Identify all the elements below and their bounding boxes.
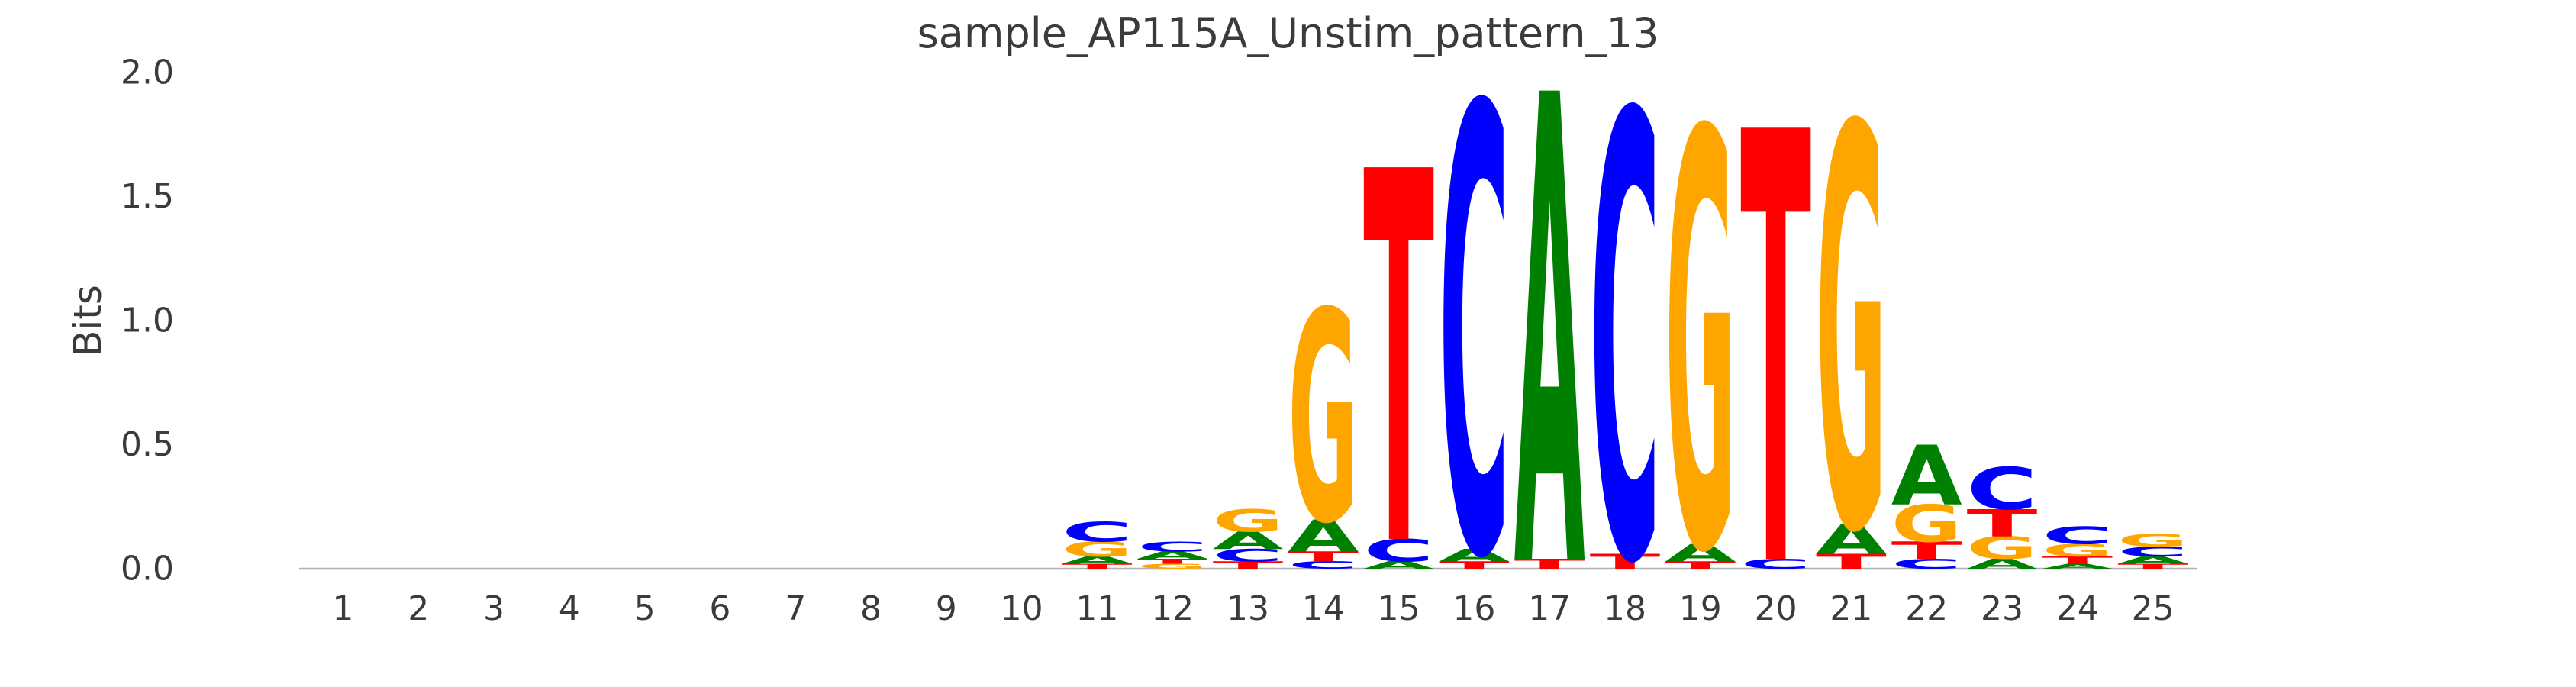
logo-letter-T: T bbox=[2042, 554, 2113, 566]
x-tick-label: 21 bbox=[1830, 589, 1872, 628]
logo-letter-A: A bbox=[1363, 560, 1434, 572]
logo-letter-G: G bbox=[1137, 563, 1208, 570]
logo-letter-G: G bbox=[1816, 15, 1887, 655]
x-tick-label: 14 bbox=[1302, 589, 1345, 628]
logo-letter-C: C bbox=[1363, 533, 1434, 568]
x-tick-label: 25 bbox=[2132, 589, 2175, 628]
x-tick-label: 6 bbox=[709, 589, 730, 628]
logo-letter-C: C bbox=[1740, 556, 1811, 572]
x-tick-label: 5 bbox=[634, 589, 656, 628]
logo-letter-A: A bbox=[1288, 511, 1359, 563]
logo-letter-C: C bbox=[1590, 0, 1661, 687]
x-tick-label: 24 bbox=[2056, 589, 2099, 628]
logo-letter-C: C bbox=[1213, 546, 1284, 566]
x-tick-label: 16 bbox=[1452, 589, 1495, 628]
y-tick-label: 0.5 bbox=[121, 425, 174, 464]
logo-letter-A: A bbox=[1439, 546, 1510, 566]
logo-letter-C: C bbox=[1439, 0, 1510, 687]
logo-letter-T: T bbox=[1137, 557, 1208, 565]
logo-letter-A: A bbox=[2117, 554, 2188, 566]
logo-letter-C: C bbox=[1967, 456, 2038, 524]
x-tick-label: 23 bbox=[1981, 589, 2023, 628]
logo-letter-G: G bbox=[1213, 503, 1284, 538]
x-tick-label: 18 bbox=[1604, 589, 1646, 628]
logo-letter-T: T bbox=[1891, 537, 1962, 564]
logo-letter-T: T bbox=[1590, 550, 1661, 574]
logo-letter-T: T bbox=[1288, 549, 1359, 565]
logo-letter-T: T bbox=[1665, 560, 1736, 572]
logo-letter-T: T bbox=[1062, 563, 1133, 570]
logo-letter-A: A bbox=[1665, 539, 1736, 566]
logo-letter-G: G bbox=[2042, 540, 2113, 560]
y-tick-label: 1.0 bbox=[121, 302, 174, 340]
x-tick-label: 12 bbox=[1151, 589, 1194, 628]
logo-letter-C: C bbox=[1062, 516, 1133, 548]
logo-letter-A: A bbox=[1891, 429, 1962, 524]
logo-letter-T: T bbox=[1967, 502, 2038, 546]
logo-letter-A: A bbox=[1967, 556, 2038, 572]
y-tick-label: 1.5 bbox=[121, 177, 174, 216]
x-tick-label: 15 bbox=[1378, 589, 1420, 628]
x-tick-label: 3 bbox=[483, 589, 505, 628]
logo-letter-C: C bbox=[2042, 522, 2113, 550]
x-tick-label: 4 bbox=[559, 589, 580, 628]
logo-letter-A: A bbox=[1816, 516, 1887, 564]
x-tick-label: 19 bbox=[1679, 589, 1722, 628]
logo-letter-T: T bbox=[2117, 563, 2188, 570]
x-tick-label: 2 bbox=[408, 589, 429, 628]
x-tick-label: 10 bbox=[1001, 589, 1043, 628]
chart-title: sample_AP115A_Unstim_pattern_13 bbox=[917, 9, 1659, 57]
logo-letter-T: T bbox=[1816, 550, 1887, 574]
logo-letter-G: G bbox=[1288, 252, 1359, 588]
logo-letter-A: A bbox=[1137, 550, 1208, 562]
logo-letter-A: A bbox=[1062, 554, 1133, 566]
logo-letter-C: C bbox=[1891, 556, 1962, 572]
x-tick-label: 8 bbox=[860, 589, 882, 628]
y-tick-label: 2.0 bbox=[121, 53, 174, 92]
logo-letter-C: C bbox=[1137, 539, 1208, 555]
logo-letter-C: C bbox=[1288, 560, 1359, 572]
logo-letter-G: G bbox=[2117, 531, 2188, 550]
logo-letter-G: G bbox=[1891, 494, 1962, 553]
logo-letter-C: C bbox=[2117, 543, 2188, 560]
logo-letter-T: T bbox=[1363, 67, 1435, 660]
logo-letter-T: T bbox=[1740, 10, 1812, 687]
x-tick-label: 17 bbox=[1528, 589, 1571, 628]
logo-letter-G: G bbox=[1665, 15, 1736, 679]
x-tick-label: 13 bbox=[1227, 589, 1269, 628]
logo-letter-A: A bbox=[1514, 0, 1586, 687]
x-tick-label: 7 bbox=[785, 589, 806, 628]
logo-letter-A: A bbox=[2042, 563, 2113, 570]
x-tick-label: 11 bbox=[1075, 589, 1118, 628]
x-tick-label: 1 bbox=[332, 589, 353, 628]
x-tick-label: 20 bbox=[1755, 589, 1797, 628]
logo-letter-A: A bbox=[1213, 527, 1284, 554]
logo-letter-G: G bbox=[1967, 531, 2038, 566]
logo-letter-T: T bbox=[1213, 560, 1284, 572]
y-tick-label: 0.0 bbox=[121, 550, 174, 589]
logo-letter-T: T bbox=[1439, 560, 1510, 572]
x-tick-label: 22 bbox=[1905, 589, 1948, 628]
logo-letter-T: T bbox=[1514, 556, 1585, 572]
logo-letter-G: G bbox=[1062, 537, 1133, 561]
x-tick-label: 9 bbox=[936, 589, 957, 628]
